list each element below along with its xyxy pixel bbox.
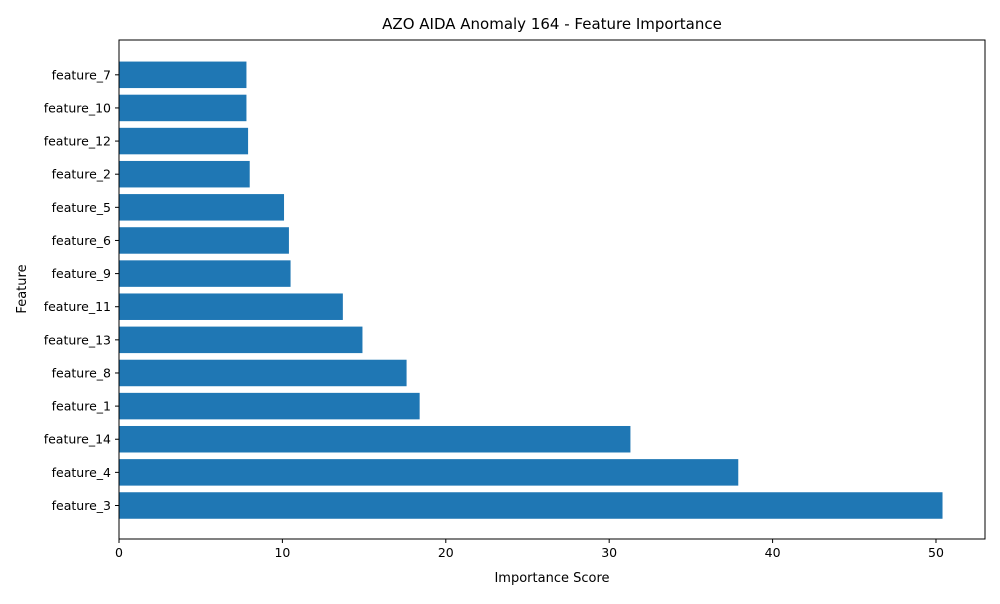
y-axis-label: Feature: [15, 264, 30, 313]
bar-feature-1: [119, 392, 420, 420]
x-tick-label: 30: [601, 545, 617, 560]
y-tick-label: feature_8: [52, 365, 111, 380]
bar-feature-3: [119, 492, 943, 519]
y-tick-label: feature_1: [52, 399, 111, 414]
x-tick-label: 10: [274, 545, 290, 560]
x-tick-label: 40: [765, 545, 781, 560]
chart-title: AZO AIDA Anomaly 164 - Feature Importanc…: [382, 15, 722, 33]
plot-border: [118, 39, 986, 540]
bar-feature-5: [119, 194, 285, 221]
x-tick-label: 0: [115, 545, 123, 560]
bar-feature-7: [119, 61, 247, 89]
y-tick-label: feature_9: [52, 266, 111, 281]
bar-feature-4: [119, 459, 739, 486]
bar-feature-8: [119, 359, 407, 387]
plot-frame: [118, 39, 986, 540]
y-tick-label: feature_4: [52, 465, 111, 480]
x-axis-label: Importance Score: [494, 571, 609, 586]
y-tick-label: feature_10: [44, 100, 111, 115]
y-tick-label: feature_5: [52, 200, 111, 215]
bar-feature-14: [119, 425, 631, 453]
y-tick-label: feature_6: [52, 233, 111, 248]
y-tick-label: feature_2: [52, 167, 111, 182]
y-tick-label: feature_13: [44, 332, 111, 347]
bar-feature-10: [119, 94, 247, 122]
y-ticks: feature_3 feature_4 feature_14 feature_1 fea…: [44, 67, 119, 513]
bar-feature-11: [119, 293, 343, 320]
x-tick-label: 20: [438, 545, 454, 560]
y-tick-label: feature_12: [44, 134, 111, 149]
bar-feature-13: [119, 326, 363, 354]
x-tick-label: 50: [928, 545, 944, 560]
bar-feature-6: [119, 227, 289, 254]
bar-feature-9: [119, 260, 291, 287]
y-tick-label: feature_3: [52, 498, 111, 513]
x-ticks: 0 10 20 30 40 50: [115, 539, 944, 560]
y-tick-label: feature_14: [44, 432, 111, 447]
y-tick-label: feature_11: [44, 299, 111, 314]
bars-layer: [119, 61, 943, 519]
bar-feature-2: [119, 160, 250, 188]
bar-feature-12: [119, 127, 249, 155]
y-tick-label: feature_7: [52, 67, 111, 82]
